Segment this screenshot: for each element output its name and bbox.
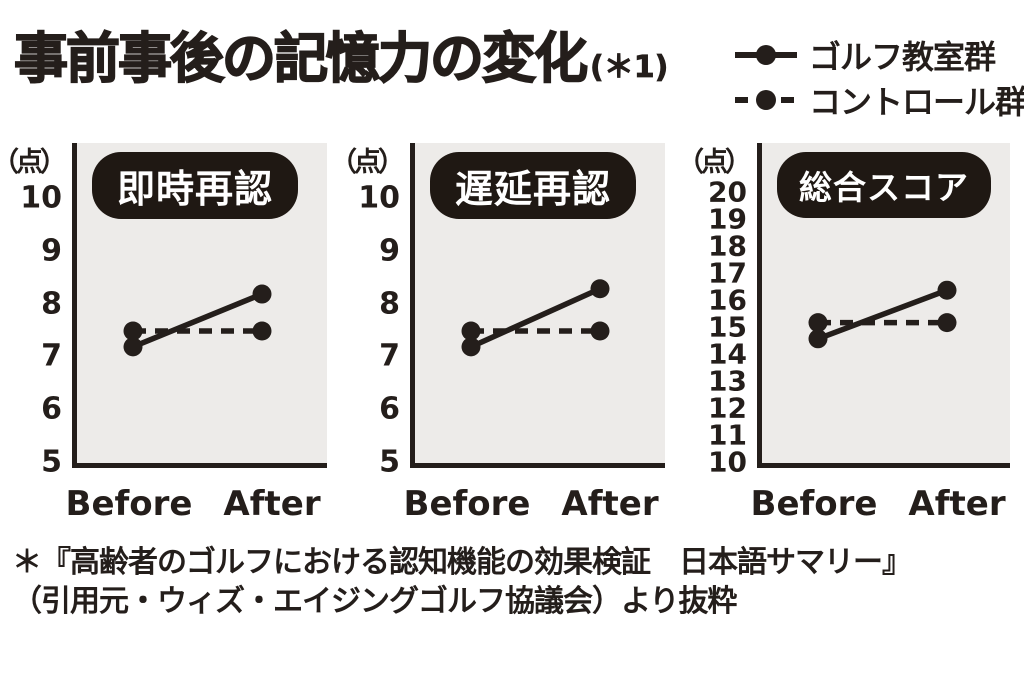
chart-panel-total-score: （点） 20 19 18 17 16 15 14 13 12 11 10 総合スコア Before … [677, 0, 1010, 683]
data-point-marker [590, 321, 610, 341]
y-tick-label: 9 [379, 233, 400, 269]
y-tick-label: 19 [708, 202, 747, 236]
legend-label-golf-group: ゴルフ教室群 [809, 38, 996, 76]
y-axis-unit-label: （点） [677, 147, 752, 178]
y-tick-label: 15 [708, 310, 747, 344]
data-point-marker [252, 321, 272, 341]
panel-title: 遅延再認 [455, 167, 612, 211]
y-tick-label: 7 [379, 338, 400, 374]
panel-title: 即時再認 [117, 167, 274, 211]
data-point-marker [123, 337, 143, 357]
data-point-marker [937, 280, 957, 300]
data-series-plot [808, 280, 957, 349]
y-tick-label: 16 [708, 283, 747, 317]
panel-title: 総合スコア [799, 168, 969, 207]
y-tick-label: 5 [379, 444, 400, 480]
y-tick-label: 14 [708, 337, 747, 371]
y-tick-label: 17 [708, 256, 747, 290]
page-title: 事前事後の記憶力の変化 [13, 26, 589, 91]
legend: ゴルフ教室群 コントロール群 [734, 36, 1024, 121]
golf-group-line [131, 291, 264, 350]
chart-panel-delayed-recognition: （点） 10 9 8 7 6 5 遅延再認 Before After [330, 0, 665, 683]
panel-title-badge: 総合スコア [777, 152, 991, 218]
y-tick-label: 8 [379, 285, 400, 321]
data-point-marker [461, 321, 481, 341]
y-tick-label: 7 [41, 338, 62, 374]
data-point-marker [123, 321, 143, 341]
y-tick-label: 9 [41, 233, 62, 269]
x-label-after: After [223, 484, 321, 524]
title-footnote-marker: (＊1) [590, 50, 669, 86]
y-tick-label: 6 [379, 391, 400, 427]
y-tick-label: 8 [41, 285, 62, 321]
x-label-after: After [561, 484, 659, 524]
golf-group-line [817, 287, 948, 342]
panel-title-badge: 即時再認 [92, 152, 299, 219]
data-series-plot [123, 284, 272, 357]
data-point-marker [937, 313, 957, 333]
y-axis-unit-label: （点） [0, 147, 67, 178]
y-tick-label: 12 [708, 391, 747, 425]
data-point-marker [590, 279, 610, 299]
y-tick-label: 5 [41, 444, 62, 480]
x-label-before: Before [403, 484, 531, 524]
dashed-line-marker-icon [735, 90, 797, 110]
y-tick-label: 11 [708, 418, 747, 452]
header: 事前事後の記憶力の変化 (＊1) [13, 14, 669, 93]
x-label-before: Before [65, 484, 193, 524]
data-series-plot [461, 279, 610, 357]
y-tick-label: 10 [358, 180, 400, 216]
y-tick-label: 10 [708, 445, 747, 479]
legend-label-control-group: コントロール群 [809, 83, 1024, 121]
y-tick-label: 10 [20, 180, 62, 216]
chart-panel-immediate-recognition: （点） 10 9 8 7 6 5 即時再認 Before After [0, 0, 327, 683]
footnote-line-2: （引用元・ウィズ・エイジングゴルフ協議会）より抜粋 [12, 584, 737, 619]
data-point-marker [252, 284, 272, 304]
footnote-line-1: ＊『高齢者のゴルフにおける認知機能の効果検証 日本語サマリー』 [12, 545, 912, 580]
legend-item-golf-group: ゴルフ教室群 [734, 36, 1024, 76]
y-axis-unit-label: （点） [330, 147, 405, 178]
data-point-marker [461, 337, 481, 357]
data-point-marker [808, 313, 828, 333]
y-tick-label: 13 [708, 364, 747, 398]
solid-line-marker-icon [735, 45, 797, 65]
golf-group-line [469, 286, 602, 350]
legend-item-control-group: コントロール群 [734, 81, 1024, 121]
source-footnote: ＊『高齢者のゴルフにおける認知機能の効果検証 日本語サマリー』 （引用元・ウィズ… [12, 543, 1012, 621]
data-point-marker [808, 329, 828, 349]
panel-title-badge: 遅延再認 [430, 152, 637, 219]
x-label-before: Before [750, 484, 878, 524]
x-label-after: After [908, 484, 1006, 524]
y-tick-label: 18 [708, 229, 747, 263]
y-tick-label: 6 [41, 391, 62, 427]
y-tick-label: 20 [708, 175, 747, 209]
